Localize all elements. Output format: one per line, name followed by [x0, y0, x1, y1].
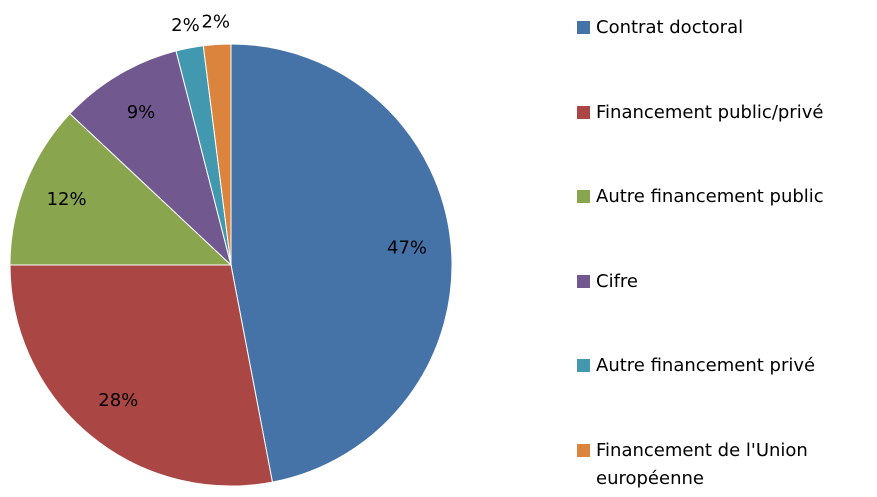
data-label: 2% [171, 15, 200, 36]
legend-label: Contrat doctoral [596, 17, 744, 38]
legend-label: Autre financement public [596, 186, 824, 207]
legend-swatch [577, 190, 590, 203]
legend-item: Cifre [577, 268, 867, 296]
legend-swatch [577, 359, 590, 372]
data-label: 47% [387, 237, 427, 258]
pie-slice [230, 43, 453, 483]
pie-slice [9, 264, 273, 487]
legend-swatch [577, 106, 590, 119]
data-label: 2% [201, 11, 230, 32]
legend-label: Autre financement privé [596, 355, 816, 376]
legend-swatch [577, 275, 590, 288]
data-label: 28% [98, 390, 138, 411]
legend-item: Financement public/privé [577, 99, 867, 127]
legend-label: Financement public/privé [596, 102, 824, 123]
pie-slice [9, 113, 233, 266]
legend-item: Financement de l'Union européenne [577, 437, 867, 493]
legend-swatch [577, 444, 590, 457]
legend-label: Cifre [596, 271, 638, 292]
data-label: 9% [127, 102, 156, 123]
pie-area: 47% 28% 12% 9% 2% 2% [9, 11, 453, 487]
data-label: 12% [47, 189, 87, 210]
pie-slice [69, 50, 232, 267]
legend-item: Autre financement public [577, 183, 867, 211]
legend-label: Financement de l'Union européenne [596, 440, 808, 489]
legend-item: Contrat doctoral [577, 14, 867, 42]
legend-item: Autre financement privé [577, 352, 867, 380]
pie-slice [202, 43, 232, 266]
legend-swatch [577, 21, 590, 34]
